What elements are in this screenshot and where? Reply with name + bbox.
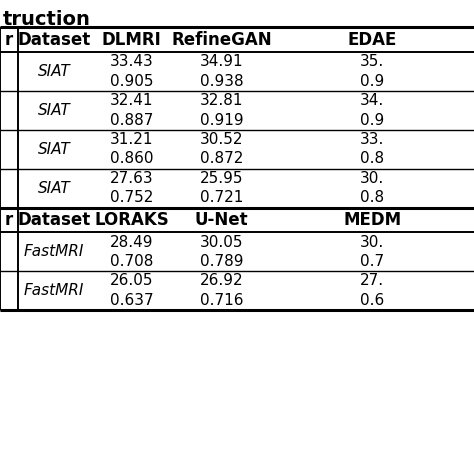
Text: r: r xyxy=(5,31,13,49)
Text: U-Net: U-Net xyxy=(195,211,248,229)
Text: 35.
0.9: 35. 0.9 xyxy=(360,55,384,89)
Text: 32.81
0.919: 32.81 0.919 xyxy=(200,93,244,128)
Text: 33.
0.8: 33. 0.8 xyxy=(360,132,384,166)
Text: 30.
0.8: 30. 0.8 xyxy=(360,171,384,205)
Text: 31.21
0.860: 31.21 0.860 xyxy=(110,132,153,166)
Text: truction: truction xyxy=(2,10,90,29)
Text: 27.63
0.752: 27.63 0.752 xyxy=(109,171,154,205)
Text: FastMRI: FastMRI xyxy=(24,244,84,259)
Text: SIAT: SIAT xyxy=(37,103,71,118)
Text: 33.43
0.905: 33.43 0.905 xyxy=(109,55,154,89)
Text: 28.49
0.708: 28.49 0.708 xyxy=(110,235,153,269)
Text: 34.
0.9: 34. 0.9 xyxy=(360,93,384,128)
Text: 34.91
0.938: 34.91 0.938 xyxy=(200,55,244,89)
Text: 27.
0.6: 27. 0.6 xyxy=(360,273,384,308)
Text: EDAE: EDAE xyxy=(347,31,397,49)
Text: r: r xyxy=(5,211,13,229)
Text: 30.05
0.789: 30.05 0.789 xyxy=(200,235,243,269)
Text: 26.05
0.637: 26.05 0.637 xyxy=(109,273,154,308)
Text: 30.52
0.872: 30.52 0.872 xyxy=(200,132,243,166)
Text: Dataset: Dataset xyxy=(18,211,91,229)
Text: DLMRI: DLMRI xyxy=(101,31,162,49)
Text: SIAT: SIAT xyxy=(37,64,71,79)
Text: 30.
0.7: 30. 0.7 xyxy=(360,235,384,269)
Text: SIAT: SIAT xyxy=(37,181,71,196)
Text: LORAKS: LORAKS xyxy=(94,211,169,229)
Text: MEDM: MEDM xyxy=(343,211,401,229)
Text: FastMRI: FastMRI xyxy=(24,283,84,298)
Text: 25.95
0.721: 25.95 0.721 xyxy=(200,171,243,205)
Text: Dataset: Dataset xyxy=(18,31,91,49)
Text: SIAT: SIAT xyxy=(37,142,71,157)
Text: RefineGAN: RefineGAN xyxy=(171,31,272,49)
Text: 26.92
0.716: 26.92 0.716 xyxy=(200,273,244,308)
Text: 32.41
0.887: 32.41 0.887 xyxy=(110,93,153,128)
